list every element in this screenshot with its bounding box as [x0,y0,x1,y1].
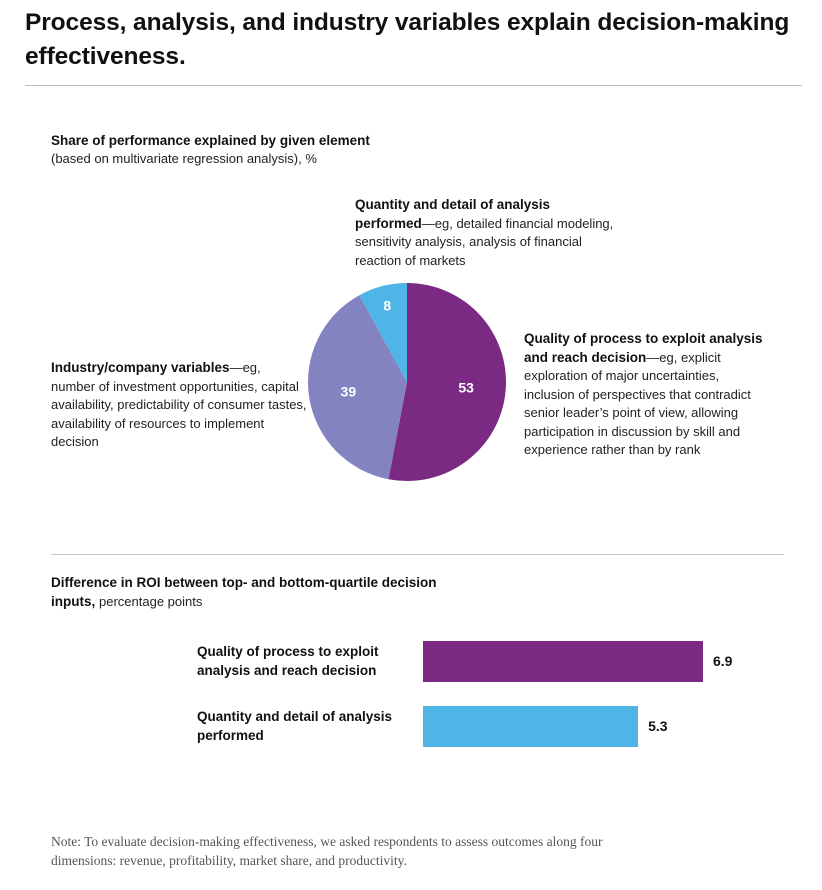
pie-section-heading: Share of performance explained by given … [51,133,370,148]
section-divider [51,554,784,555]
annotation-process: Quality of process to exploit analysis a… [524,330,764,460]
bar-value-label: 6.9 [713,653,733,669]
bar-section-subheading: percentage points [99,594,203,609]
annotation-analysis: Quantity and detail of analysis performe… [355,196,615,270]
pie-section-subheading: (based on multivariate regression analys… [51,151,317,166]
bar-section-heading-text: Difference in ROI between top- and botto… [51,575,437,609]
bar-section-heading: Difference in ROI between top- and botto… [51,573,451,611]
pie-slice [388,283,506,481]
bar-category-label: Quality of process to exploit analysis a… [197,644,379,678]
annotation-industry: Industry/company variables—eg, number of… [51,359,307,452]
annotation-process-title: Quality of process to exploit analysis a… [524,331,763,365]
pie-slice [308,295,407,480]
pie-chart: 53 39 8 [308,283,506,481]
annotation-analysis-text: —eg, detailed financial modeling, sensit… [355,215,614,268]
bar [423,641,703,682]
pie-slice-label: 53 [458,380,474,396]
annotation-process-text: —eg, explicit exploration of major uncer… [524,349,751,458]
bar-value-label: 5.3 [648,718,668,734]
pie-slice [359,283,407,382]
top-divider [25,85,802,86]
footnote: Note: To evaluate decision-making effect… [51,834,603,868]
pie-slice-label: 39 [341,383,357,399]
annotation-analysis-title: Quantity and detail of analysis performe… [355,197,551,231]
annotation-industry-text: —eg, number of investment opportunities,… [51,360,307,449]
pie-slice-label: 8 [383,297,391,313]
bar [423,706,639,747]
annotation-industry-title: Industry/company variables [51,360,230,375]
page-title: Process, analysis, and industry variable… [25,9,790,70]
bar-category-label: Quantity and detail of analysis performe… [197,709,393,743]
